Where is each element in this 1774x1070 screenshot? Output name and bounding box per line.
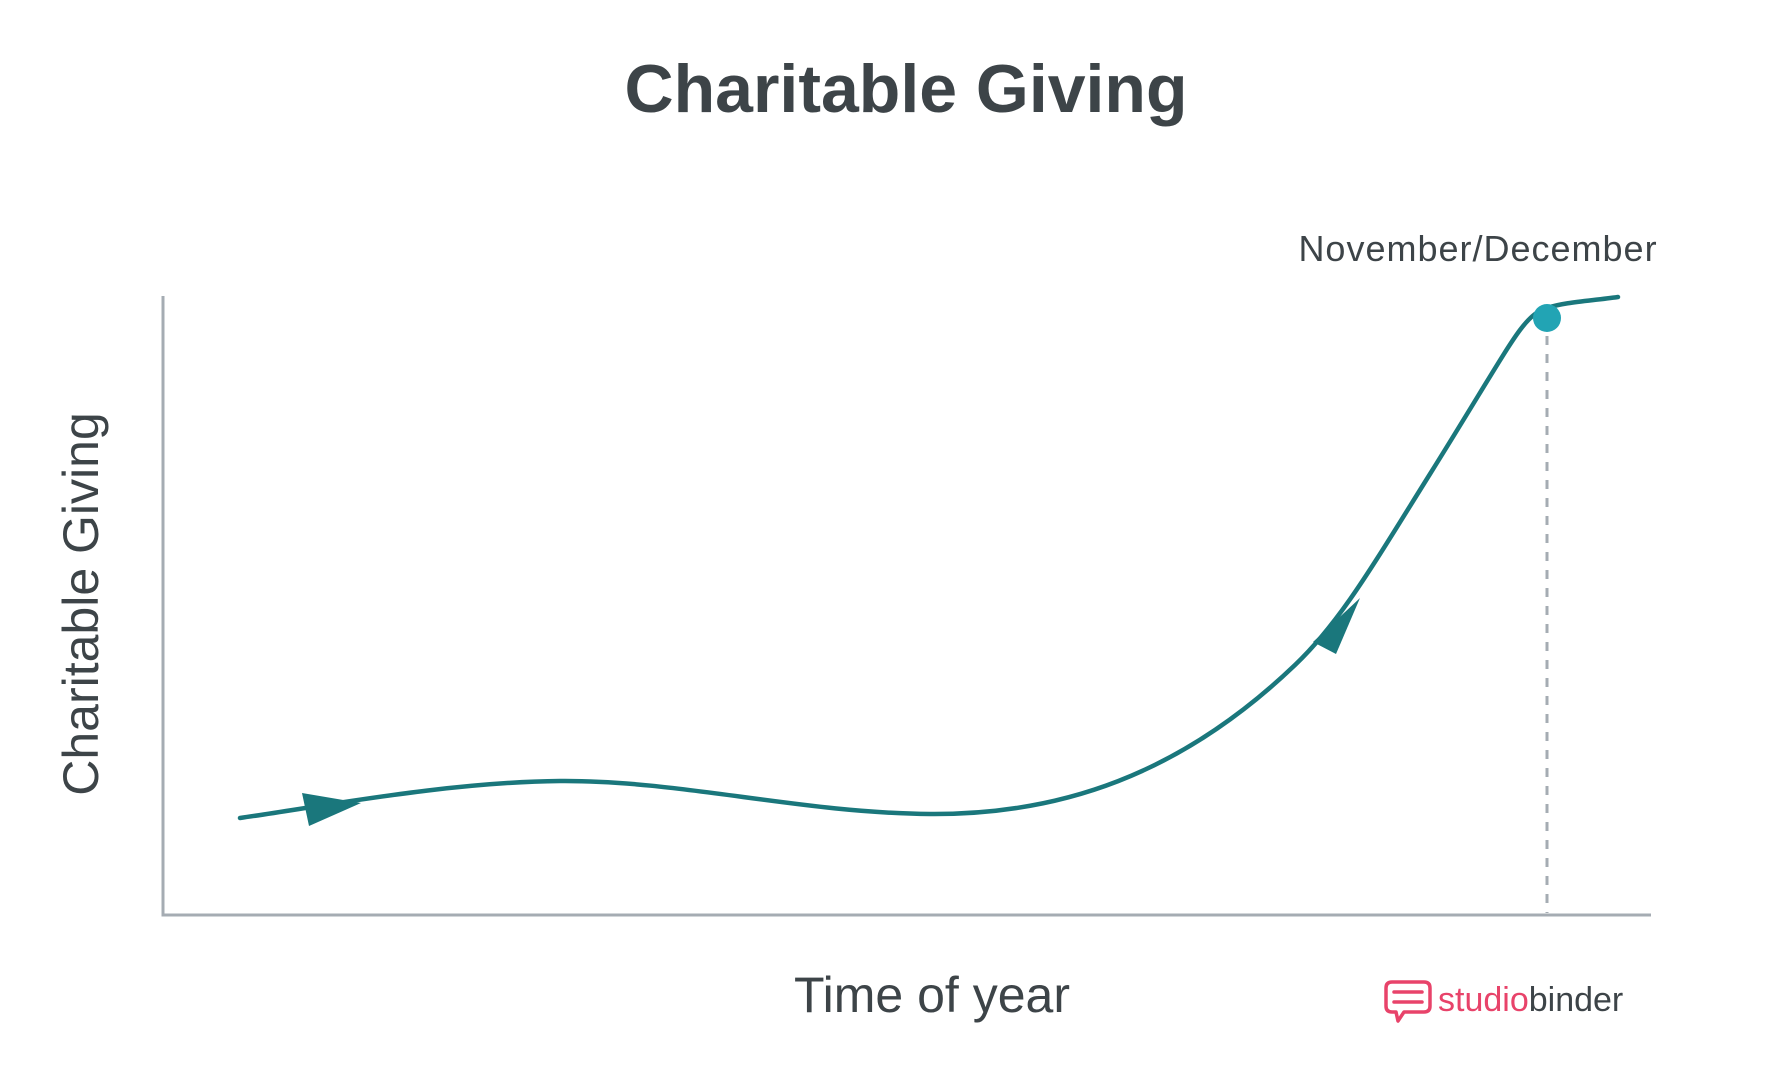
brand-logo: studiobinder [1384, 980, 1623, 1023]
x-axis-label: Time of year [794, 967, 1070, 1023]
chat-bubble-logo-icon [1384, 980, 1432, 1023]
giving-curve [237, 294, 1621, 821]
circle-marker-icon [1533, 304, 1561, 332]
peak-annotation-label: November/December [1298, 228, 1657, 269]
brand-name: studiobinder [1438, 981, 1623, 1019]
chart-title: Charitable Giving [625, 51, 1188, 127]
brand-name-studio: studio [1438, 981, 1529, 1019]
curve-direction-arrow-end [1313, 598, 1360, 654]
y-axis-label: Charitable Giving [53, 412, 109, 796]
curve-direction-arrow-start [302, 793, 361, 826]
brand-name-binder: binder [1529, 981, 1624, 1019]
